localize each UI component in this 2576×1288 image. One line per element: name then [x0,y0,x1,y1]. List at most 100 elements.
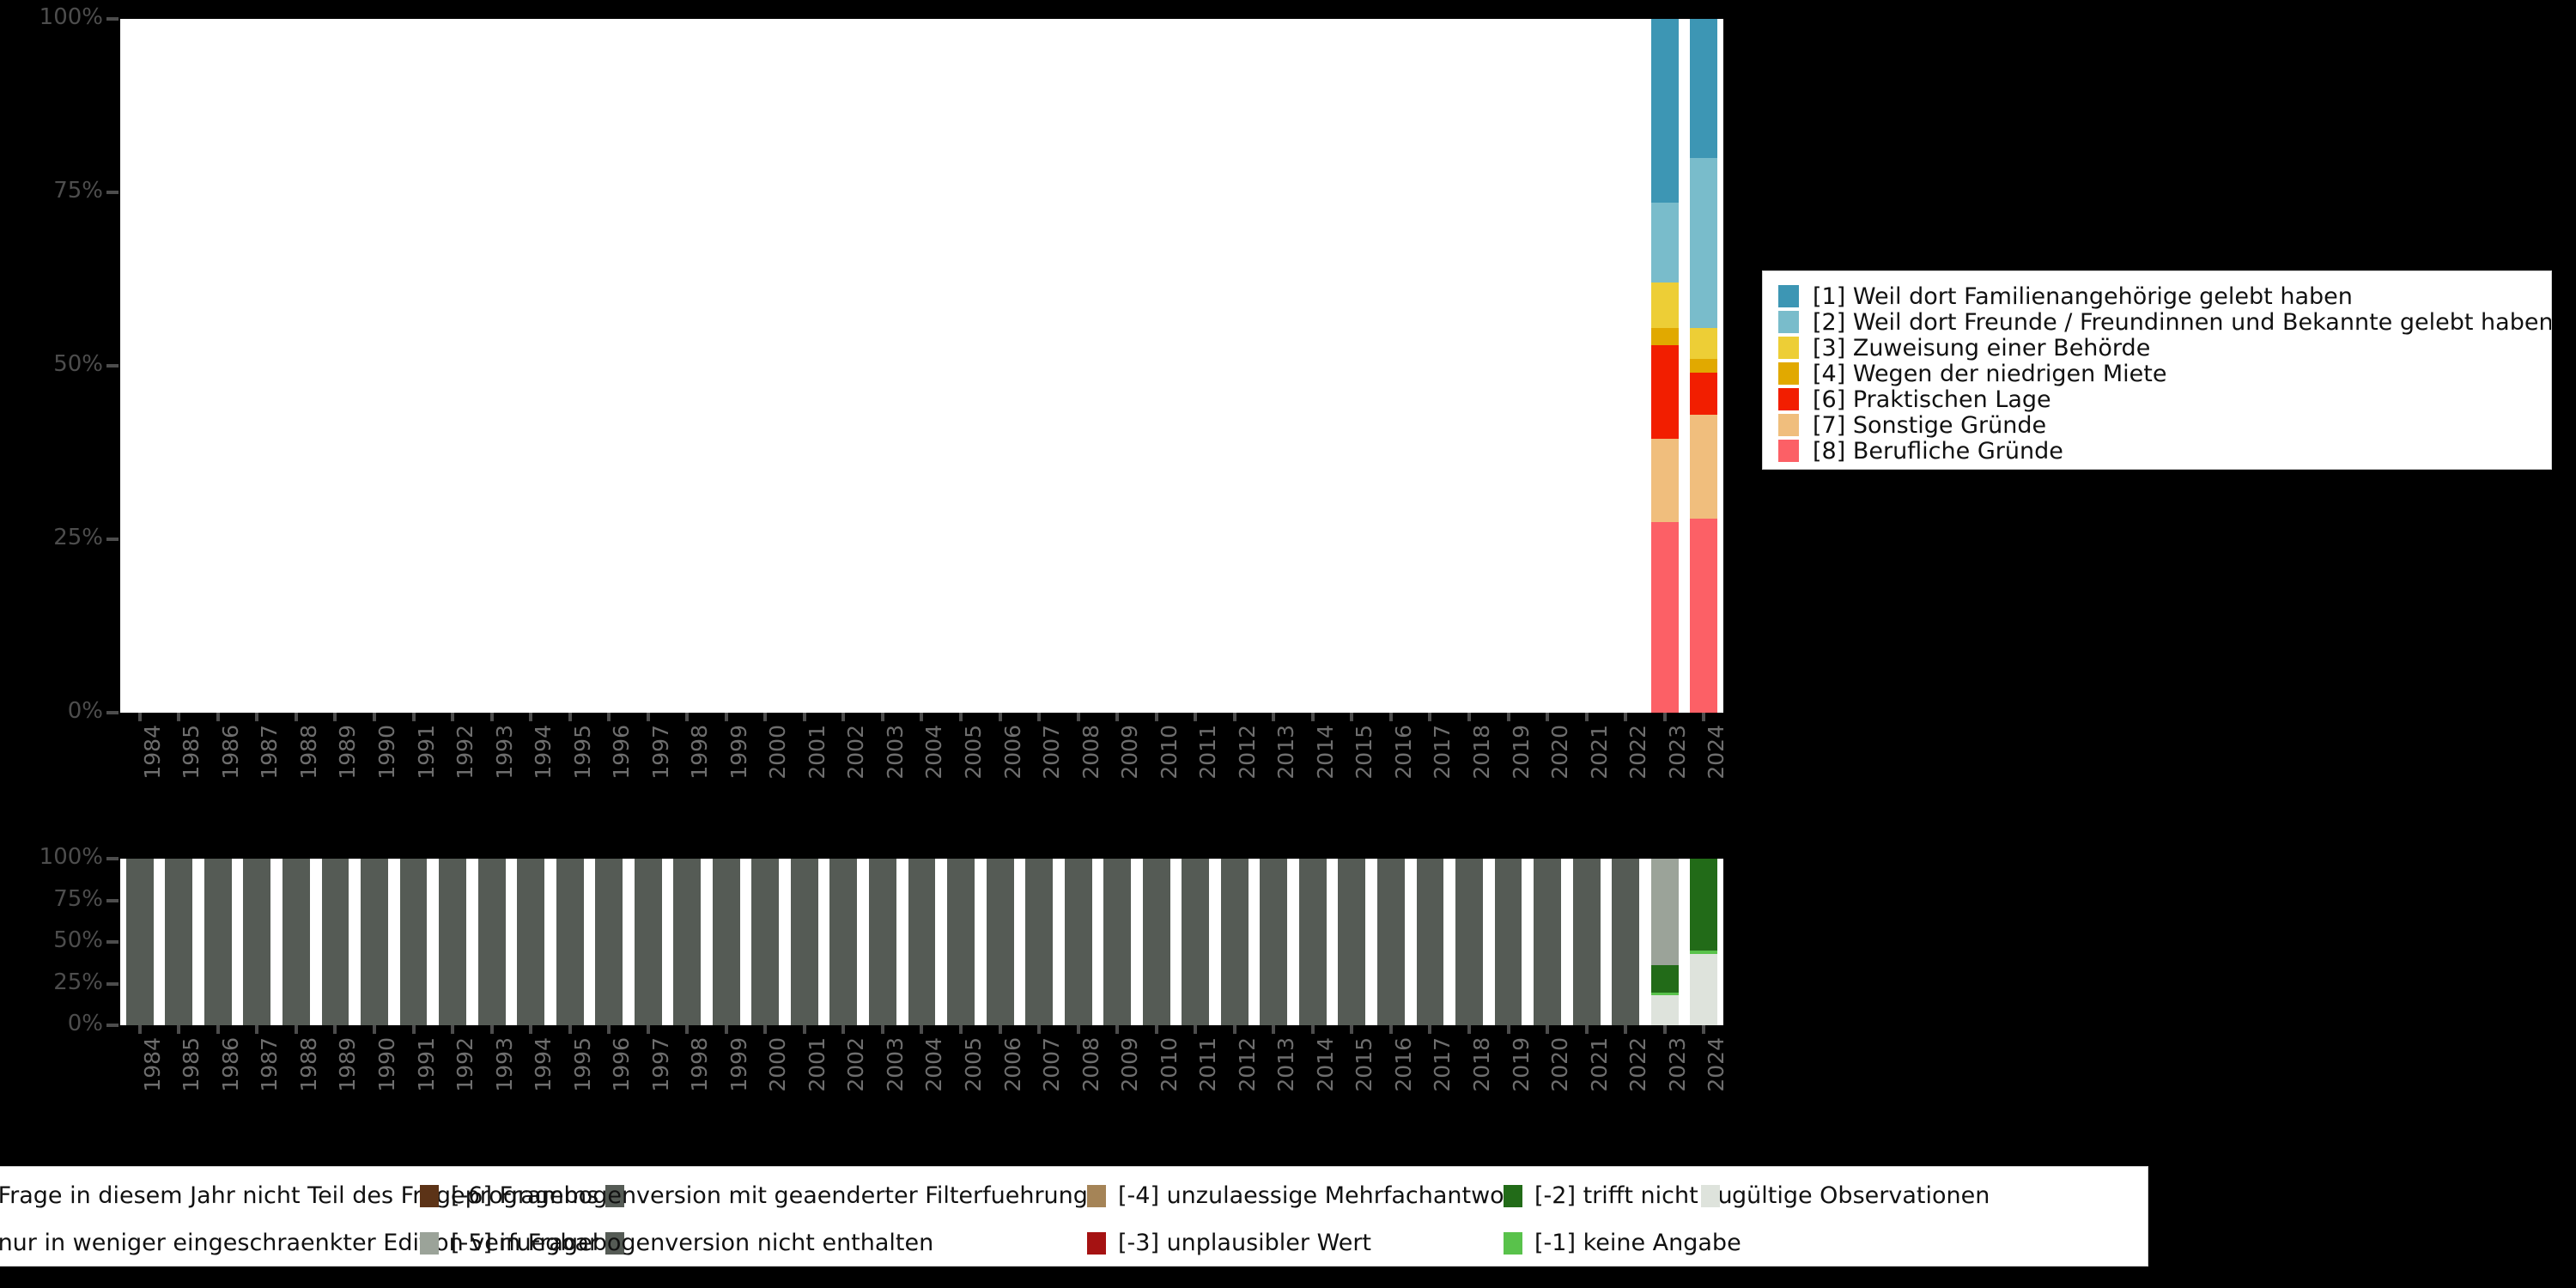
main-x-tick-mark [1115,713,1120,721]
bottom-legend-item: [-2] trifft nicht zu [1504,1182,1733,1209]
status-x-tick: 2014 [1293,1025,1338,1137]
bottom-legend-item-label: [-6] Fragebogenversion mit geaenderter F… [451,1182,1088,1209]
status-x-tick: 2000 [746,1025,790,1137]
bottom-legend-item: [-5] in Fragebogenversion nicht enthalte… [420,1230,933,1256]
status-bar-segment [1690,859,1718,951]
status-bar-2013 [1260,859,1288,1025]
status-bar-segment [439,859,466,1025]
main-x-tick-mark [1194,713,1198,721]
status-bar-segment [1690,950,1718,954]
main-x-tick-mark [1232,713,1236,721]
legend-swatch-icon [1778,388,1799,410]
main-x-tick-mark [333,713,337,721]
main-bar-1994 [517,19,544,713]
status-bar-1993 [477,859,506,1025]
status-x-tick: 2003 [863,1025,908,1137]
main-bar-1996 [595,19,623,713]
status-bar-segment [1260,859,1288,1025]
status-x-tick: 1994 [511,1025,556,1137]
status-bar-2019 [1494,859,1522,1025]
status-x-tick: 2001 [785,1025,829,1137]
status-bar-segment [1377,859,1405,1025]
legend-item: [8] Berufliche Gründe [1763,438,2551,465]
status-x-tick: 2007 [1019,1025,1064,1137]
main-y-tick-label: 100% [39,4,103,30]
main-x-tick-mark [1662,713,1667,721]
legend-swatch-icon [1778,362,1799,385]
main-bar-segment [1690,327,1718,359]
status-bar-1998 [673,859,702,1025]
main-bar-2018 [1455,19,1483,713]
status-x-tick: 1995 [550,1025,595,1137]
status-x-tick-mark [1115,1025,1120,1034]
status-x-tick: 2009 [1097,1025,1142,1137]
main-x-tick: 2020 [1528,713,1572,824]
main-x-tick-mark [802,713,806,721]
main-x-tick: 1998 [668,713,712,824]
status-x-tick: 2023 [1645,1025,1690,1137]
main-bar-1993 [478,19,506,713]
main-bar-segment [1690,157,1718,328]
bottom-legend-item: [-7] nur in weniger eingeschraenkter Edi… [0,1230,625,1256]
status-bar-segment [1650,993,1679,996]
status-x-tick-mark [529,1025,533,1034]
status-bar-1984 [125,859,154,1025]
main-x-tick-mark [1546,713,1550,721]
status-x-tick-mark [568,1025,572,1034]
status-bar-1997 [634,859,662,1025]
bottom-legend-swatch-icon [605,1231,625,1255]
legend-swatch-icon [1778,311,1799,333]
main-x-tick: 1989 [316,713,360,824]
legend-swatch-icon [1778,337,1799,359]
main-x-tick: 2004 [902,713,946,824]
main-x-tick: 2016 [1371,713,1416,824]
legend-item: [3] Zuweisung einer Behörde [1763,335,2551,361]
main-x-tick-mark [137,713,142,721]
main-bar-segment [1690,358,1718,374]
status-x-tick: 1996 [589,1025,634,1137]
main-x-tick: 2013 [1255,713,1298,824]
status-bar-segment [1612,859,1640,1025]
main-x-tick-mark [489,713,494,721]
main-bar-1989 [322,19,349,713]
main-x-tick-mark [568,713,572,721]
status-bar-2020 [1534,859,1562,1025]
status-bar-segment [321,859,349,1025]
status-bar-2007 [1025,859,1054,1025]
bottom-legend-item-label: [-4] unzulaessige Mehrfachantwort [1118,1182,1523,1209]
status-x-tick: 2017 [1411,1025,1455,1137]
main-x-tick-mark [1584,713,1589,721]
status-bar-1990 [361,859,388,1025]
main-x-tick-mark [177,713,181,721]
main-x-tick: 1997 [629,713,673,824]
status-bar-2021 [1572,859,1601,1025]
status-x-tick: 2019 [1489,1025,1534,1137]
status-bar-2003 [869,859,896,1025]
main-bar-segment [1650,203,1679,283]
status-bar-segment [1494,859,1522,1025]
main-y-tick-label: 25% [53,525,103,550]
bottom-legend-item: gültige Observationen [1701,1182,1990,1209]
status-x-tick: 2013 [1255,1025,1298,1137]
main-bar-1990 [361,19,388,713]
status-x-tick: 1997 [629,1025,673,1137]
status-bar-2018 [1455,859,1483,1025]
status-x-tick: 2015 [1333,1025,1376,1137]
status-x-tick: 2011 [1176,1025,1220,1137]
main-x-tick-mark [451,713,455,721]
main-bar-2015 [1338,19,1365,713]
status-x-tick-mark [1194,1025,1198,1034]
main-bar-1998 [673,19,701,713]
status-x-tick-mark [489,1025,494,1034]
status-x-tick: 2021 [1567,1025,1612,1137]
bottom-legend-item-label: [-8] Frage in diesem Jahr nicht Teil des… [0,1182,599,1209]
status-y-tick-mark [106,940,118,944]
status-x-tick: 1984 [120,1025,165,1137]
main-x-tick: 2024 [1684,713,1728,824]
status-chart-plot-area [120,859,1723,1025]
main-x-tick: 1988 [276,713,321,824]
status-x-tick-mark [763,1025,768,1034]
main-x-tick: 2001 [785,713,829,824]
status-bar-segment [1338,859,1366,1025]
status-x-tick-mark [607,1025,611,1034]
